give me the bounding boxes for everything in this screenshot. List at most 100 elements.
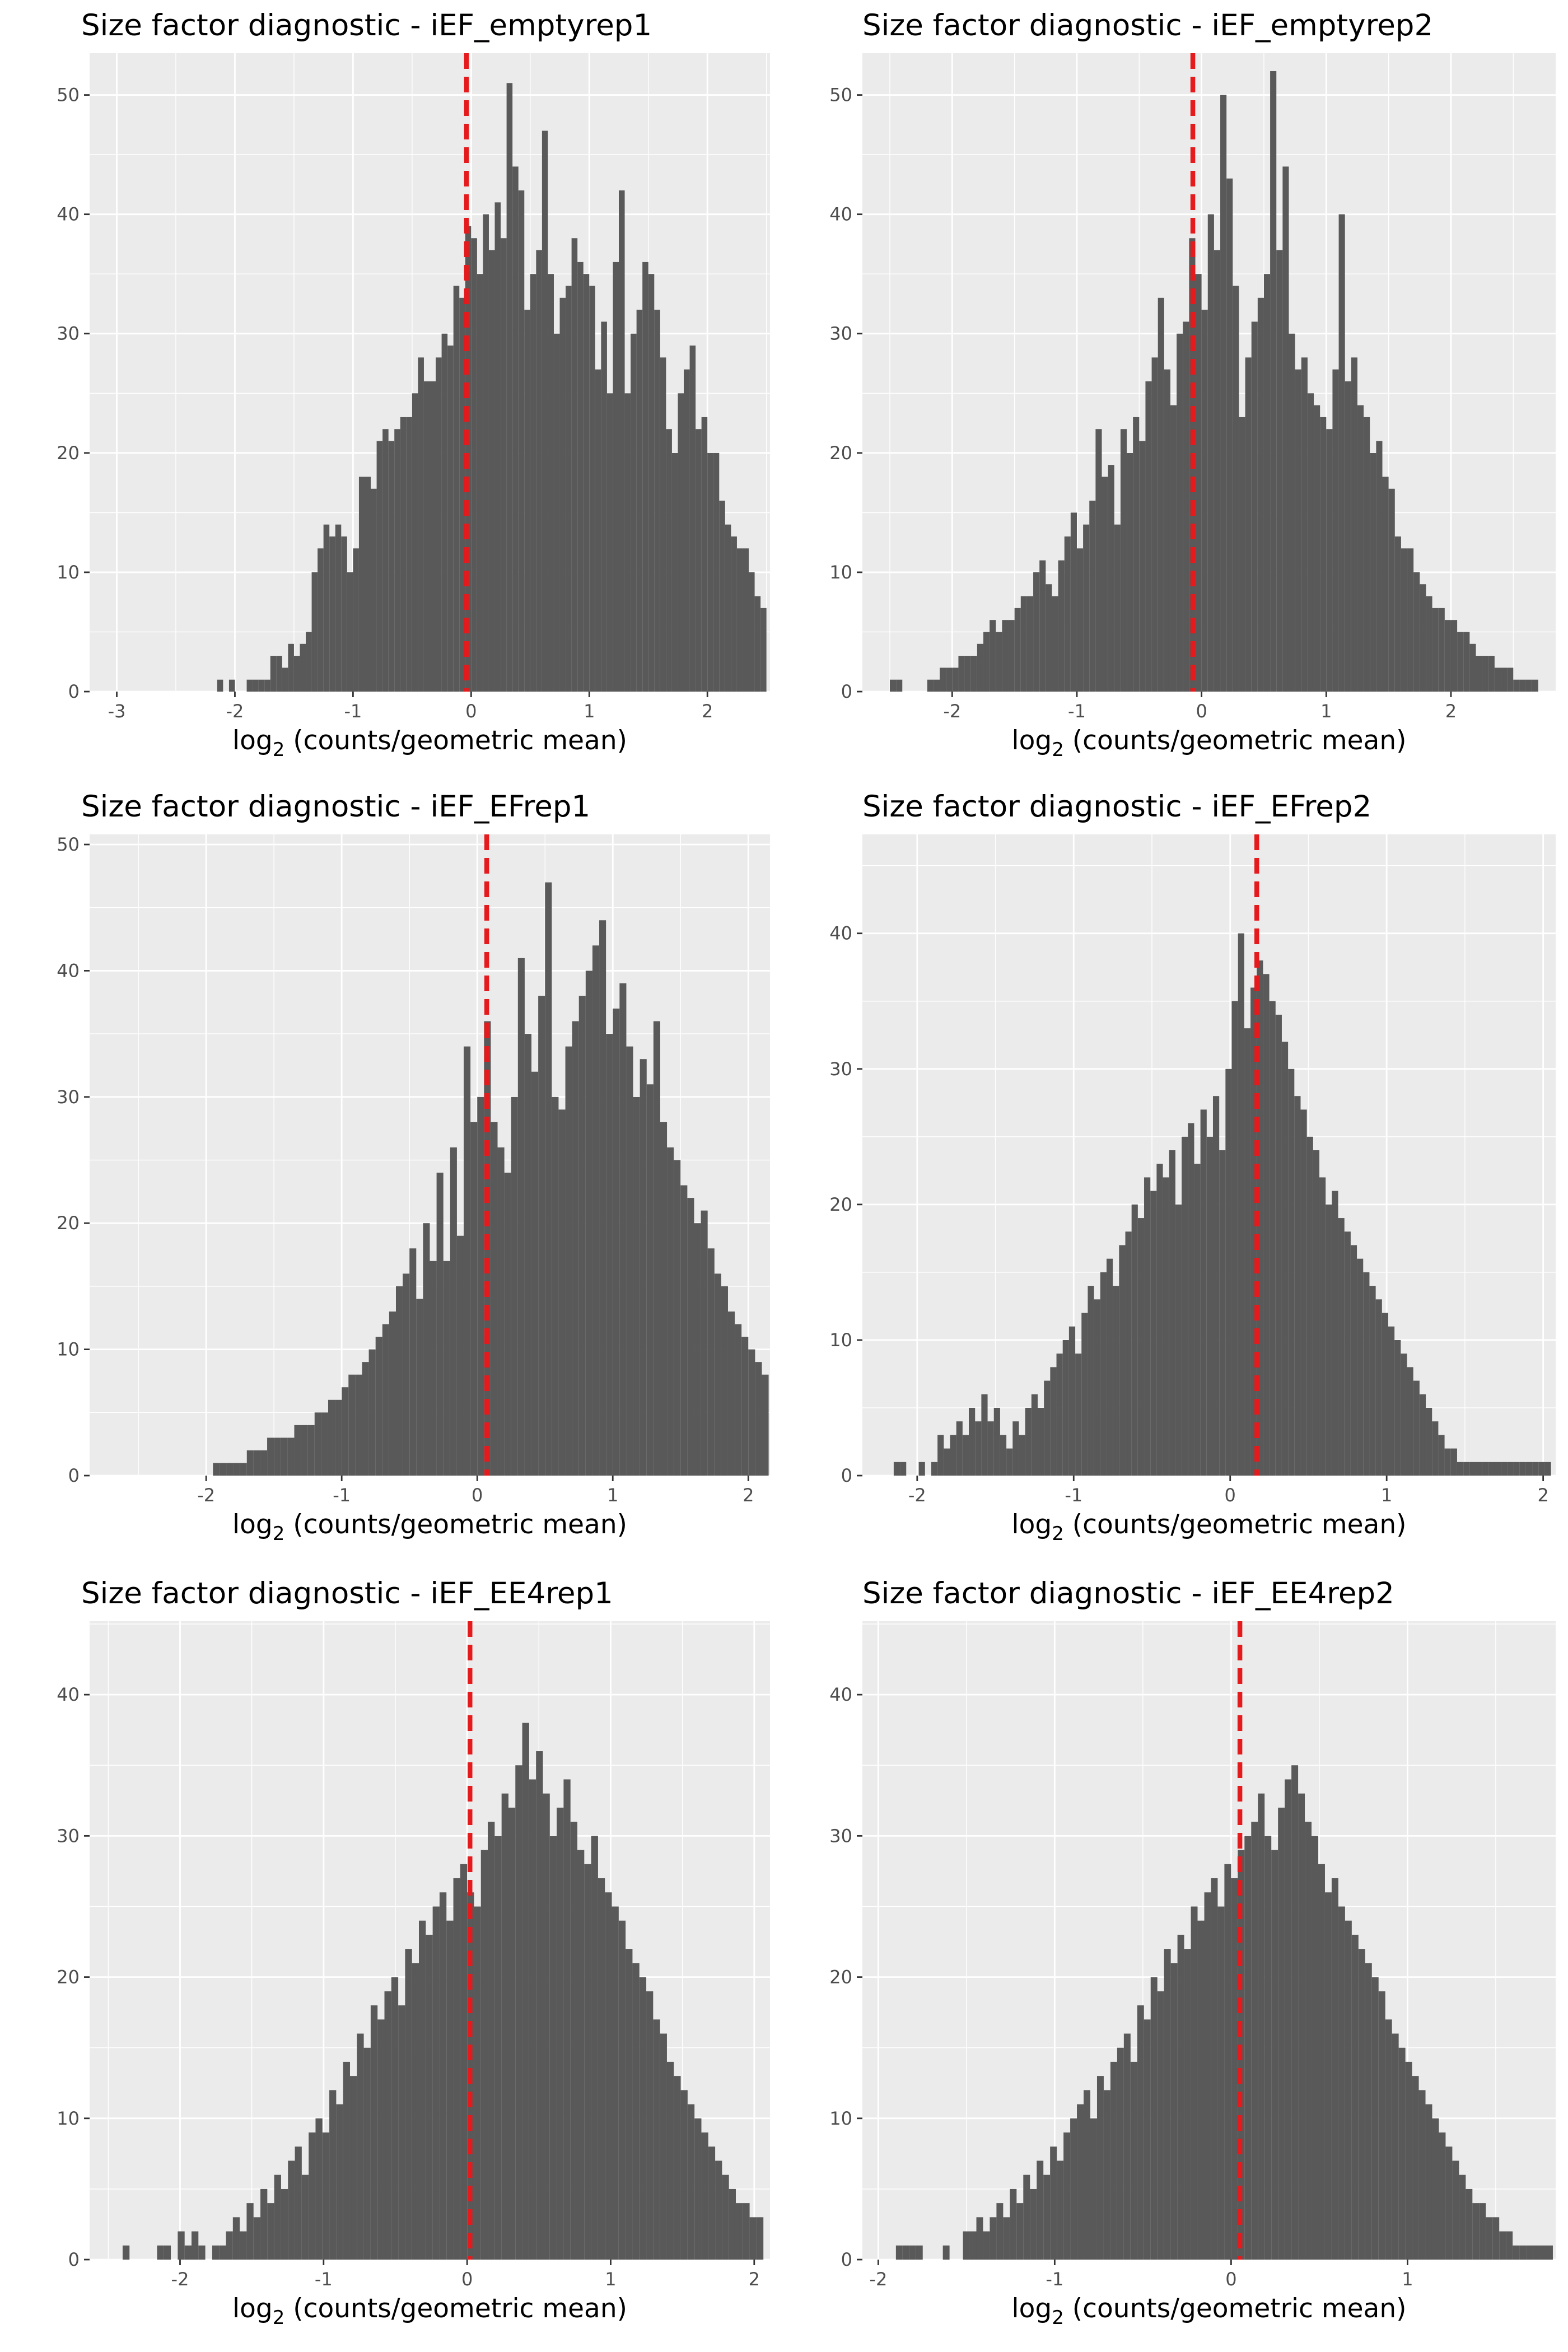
histogram-bar — [1106, 1258, 1113, 1476]
histogram-bar — [419, 1920, 426, 2260]
y-tick-label: 30 — [57, 323, 80, 344]
x-tick-label: -1 — [1046, 2269, 1063, 2290]
histogram-bar — [504, 1173, 511, 1476]
histogram-bar — [606, 393, 613, 692]
plot-title: Size factor diagnostic - iEF_EFrep2 — [862, 790, 1371, 824]
histogram-bar — [217, 679, 223, 692]
histogram-bar — [1294, 1096, 1301, 1476]
histogram-bar — [382, 1324, 389, 1476]
histogram-bar — [398, 2005, 405, 2260]
histogram-bar — [365, 477, 371, 692]
histogram-bar — [969, 2231, 977, 2260]
histogram-bar — [981, 1394, 988, 1476]
histogram-bar — [731, 536, 737, 692]
histogram-bar — [394, 429, 400, 692]
histogram-bar — [549, 1836, 557, 2260]
histogram-bar — [1207, 214, 1214, 692]
x-tick-label: -2 — [197, 1485, 215, 1506]
histogram-bar — [1251, 1822, 1258, 2260]
histogram-bar — [488, 250, 495, 692]
histogram-bar — [689, 346, 696, 692]
histogram-bar — [987, 1421, 994, 1476]
histogram-bar — [274, 2174, 281, 2260]
histogram-bar — [406, 417, 412, 692]
histogram-bar — [1300, 1109, 1307, 1476]
x-axis-title-subscript: 2 — [273, 739, 285, 761]
histogram-bar — [1357, 405, 1364, 692]
histogram-bar — [1131, 1204, 1138, 1476]
x-tick-label: -2 — [171, 2269, 189, 2290]
histogram-bar — [1370, 452, 1376, 692]
histogram-bar — [1466, 2188, 1473, 2260]
histogram-bar — [294, 1425, 301, 1476]
histogram-bar — [585, 970, 592, 1476]
x-axis-title: log2 (counts/geometric mean) — [232, 725, 627, 761]
x-axis-title-rest: (counts/geometric mean) — [1064, 725, 1407, 756]
histogram-bar — [1046, 584, 1052, 692]
histogram-bar — [1457, 632, 1464, 692]
y-tick-label: 10 — [829, 562, 852, 583]
y-tick-label: 20 — [829, 1967, 852, 1988]
histogram-bar — [741, 1337, 749, 1476]
histogram-bar — [950, 1435, 956, 1476]
histogram-bar — [1057, 2160, 1064, 2260]
histogram-bar — [382, 429, 389, 692]
histogram-bar — [1050, 2146, 1057, 2260]
histogram-bar — [260, 1450, 268, 1476]
histogram-bar — [1070, 512, 1077, 692]
x-tick-label: 0 — [472, 1485, 483, 1506]
histogram-bar — [571, 238, 578, 692]
histogram-bar — [416, 1299, 423, 1476]
histogram-bar — [1479, 2203, 1486, 2260]
histogram-bar — [748, 1349, 755, 1476]
histogram-bar — [542, 130, 548, 692]
histogram-bar — [293, 656, 300, 692]
histogram-bar — [246, 2203, 254, 2260]
histogram-bar — [363, 2047, 371, 2260]
histogram-bar — [1382, 1313, 1388, 1476]
histogram-bar — [598, 1878, 605, 2260]
histogram-bar — [577, 1850, 585, 2260]
plot-title: Size factor diagnostic - iEF_EE4rep1 — [81, 1576, 613, 1611]
histogram-bar — [253, 1450, 260, 1476]
histogram-bar — [684, 369, 690, 692]
histogram-bar — [993, 1407, 1000, 1476]
histogram-bar — [474, 1906, 481, 2260]
histogram-bar — [1452, 2160, 1459, 2260]
histogram-bar — [666, 429, 672, 692]
histogram-bar — [613, 262, 619, 692]
histogram-bar — [671, 452, 678, 692]
histogram-bar — [558, 1109, 566, 1476]
histogram-bar — [264, 679, 270, 692]
x-axis-title-rest: (counts/geometric mean) — [284, 1509, 627, 1540]
histogram-bar — [1401, 1354, 1407, 1476]
histogram-bar — [1519, 2245, 1527, 2260]
histogram-bar — [1238, 933, 1244, 1476]
histogram-bar — [328, 1399, 335, 1476]
histogram-bar — [648, 274, 655, 692]
histogram-bar — [1506, 2231, 1513, 2260]
histogram-bar — [260, 2188, 268, 2260]
histogram-bar — [1195, 274, 1202, 692]
histogram-bar — [1081, 1313, 1088, 1476]
x-tick-label: 0 — [1225, 2269, 1236, 2290]
histogram-bar — [157, 2245, 164, 2260]
histogram-bar — [694, 2118, 702, 2260]
histogram-bar — [707, 452, 713, 692]
histogram-bar — [1170, 1963, 1178, 2260]
histogram-bar — [893, 1462, 900, 1476]
histogram-bar — [1039, 560, 1046, 692]
histogram-bar — [362, 1362, 369, 1476]
histogram-bar — [1225, 1068, 1232, 1476]
histogram-bar — [570, 1822, 578, 2260]
histogram-bar — [233, 1463, 240, 1476]
histogram-bar — [443, 1261, 450, 1476]
histogram-bar — [1231, 1001, 1238, 1476]
histogram-bar — [900, 1462, 907, 1476]
histogram-bar — [1231, 1878, 1238, 2260]
histogram-bar — [464, 1046, 471, 1476]
histogram-bar — [1270, 71, 1277, 692]
histogram-bar — [1469, 1462, 1476, 1476]
histogram-bar — [1250, 987, 1257, 1476]
histogram-bar — [1226, 178, 1233, 692]
